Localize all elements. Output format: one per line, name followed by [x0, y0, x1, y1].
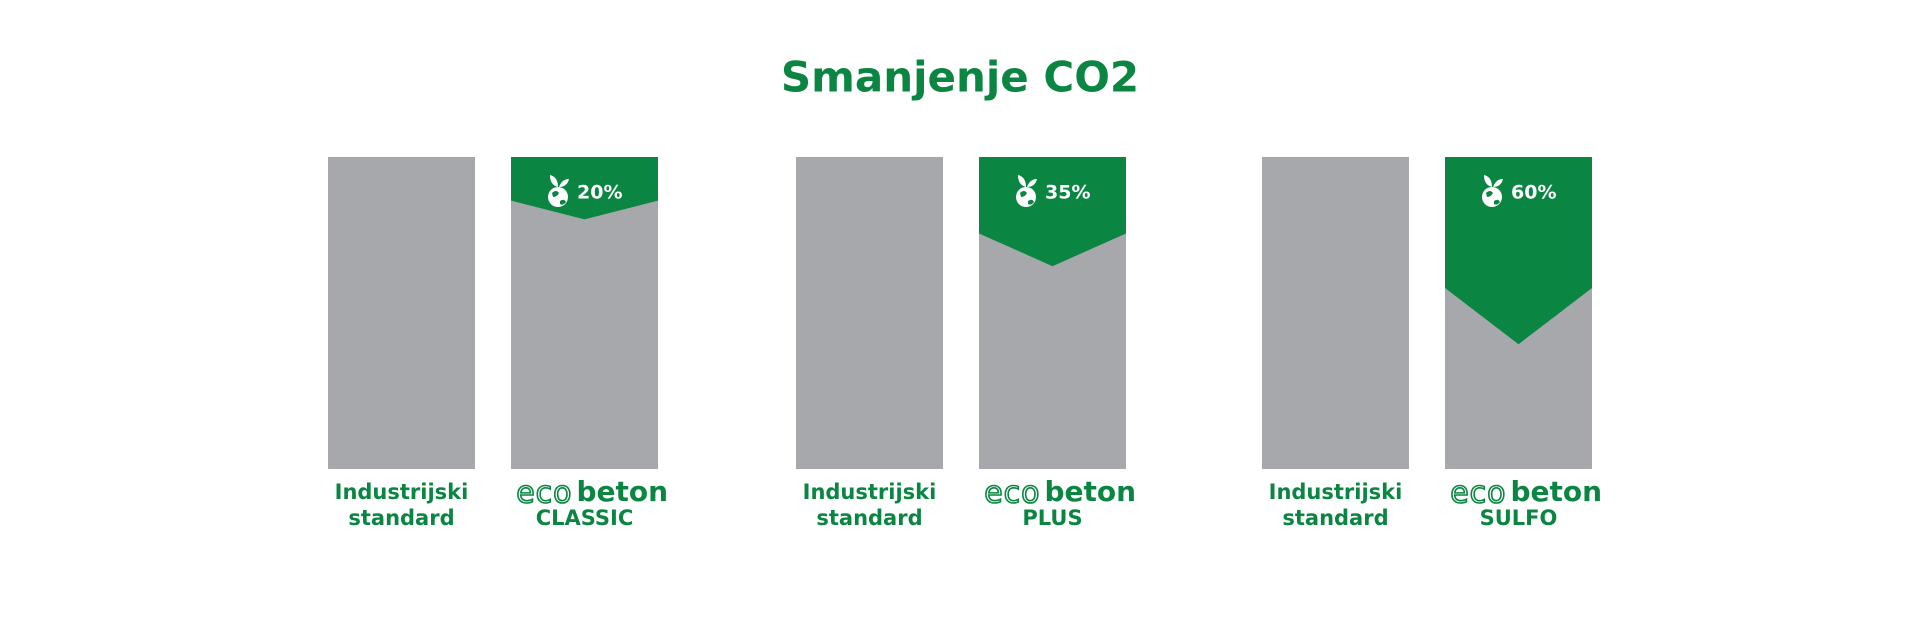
baseline-label: Industrijski — [803, 480, 937, 504]
baseline-label: Industrijski — [1269, 480, 1403, 504]
product-name: SULFO — [1480, 506, 1558, 530]
reduction-wedge — [979, 157, 1126, 267]
brand-name: beton — [1045, 475, 1137, 508]
reduction-wedge — [1445, 157, 1592, 345]
value-label: 60% — [1511, 182, 1556, 204]
continent — [552, 191, 566, 205]
leaf — [1018, 175, 1026, 187]
leaf — [1484, 175, 1492, 187]
leaf — [559, 179, 569, 187]
eco-icon — [1016, 175, 1037, 207]
value-label: 35% — [1045, 182, 1090, 204]
globe — [548, 187, 568, 207]
baseline-label: standard — [1282, 506, 1388, 530]
brand-name: beton — [1511, 475, 1603, 508]
chart-title: Smanjenje CO2 — [781, 53, 1139, 102]
leaf — [1027, 179, 1037, 187]
product-name: CLASSIC — [536, 506, 634, 530]
brand-name: beton — [577, 475, 669, 508]
leaf — [550, 175, 558, 187]
value-label: 20% — [577, 182, 622, 204]
eco-icon — [1482, 175, 1503, 207]
brand-prefix: eco — [516, 476, 572, 511]
continent — [1486, 191, 1500, 205]
baseline-bar — [796, 157, 943, 469]
eco-icon — [548, 175, 569, 207]
baseline-label: standard — [816, 506, 922, 530]
leaf — [1493, 179, 1503, 187]
baseline-label: Industrijski — [335, 480, 469, 504]
globe — [1482, 187, 1502, 207]
continent — [1020, 191, 1034, 205]
brand-prefix: eco — [984, 476, 1040, 511]
baseline-bar — [328, 157, 475, 469]
baseline-label: standard — [348, 506, 454, 530]
brand-prefix: eco — [1450, 476, 1506, 511]
reduction-wedge — [511, 157, 658, 220]
baseline-bar — [1262, 157, 1409, 469]
globe — [1016, 187, 1036, 207]
product-name: PLUS — [1022, 506, 1082, 530]
